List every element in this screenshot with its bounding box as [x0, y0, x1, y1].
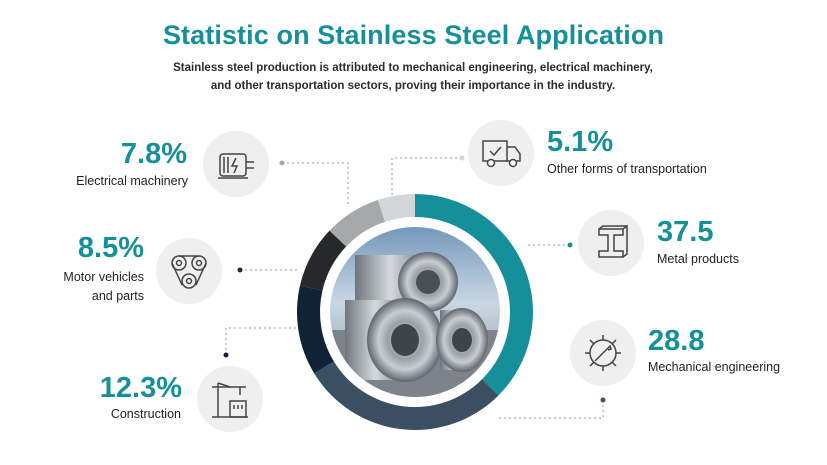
electrical-machinery-label: Electrical machinery [76, 174, 188, 188]
belt-drive-icon [171, 255, 207, 289]
i-beam-icon [598, 224, 628, 258]
construction-value: 12.3% [99, 372, 182, 404]
other-transport-value: 5.1% [547, 126, 614, 158]
metal-products-label: Metal products [657, 252, 739, 266]
gear-wrench-icon [585, 335, 621, 371]
donut-slices [297, 194, 533, 430]
donut-slice-mechanical-engineering [314, 361, 499, 430]
mechanical-engineering-value: 28.8 [648, 325, 705, 357]
electric-motor-icon-circle [203, 131, 269, 197]
donut-slice-electrical-machinery [329, 200, 386, 247]
motor-vehicles-label: Motor vehicles and parts [63, 270, 144, 303]
leader-lines [225, 157, 604, 419]
leader-dots [223, 155, 606, 403]
delivery-truck-icon [482, 140, 521, 168]
donut-slice-metal-products [415, 194, 533, 396]
donut-slice-motor-vehicles-and-parts [300, 230, 347, 291]
donut-slice-other-forms-of-transportation [377, 194, 415, 222]
delivery-truck-icon-circle [468, 120, 534, 186]
page-title: Statistic on Stainless Steel Application [162, 20, 665, 50]
page-subtitle: Stainless steel production is attributed… [173, 62, 653, 92]
donut-slice-construction [297, 285, 334, 374]
electrical-machinery-value: 7.8% [120, 138, 187, 170]
crane-icon [212, 382, 248, 418]
electric-motor-icon [218, 153, 254, 179]
other-transport-label: Other forms of transportation [547, 162, 707, 176]
crane-icon-circle [197, 366, 263, 432]
i-beam-icon-circle [578, 210, 644, 276]
belt-drive-icon-circle [156, 238, 222, 304]
metal-products-value: 37.5 [657, 216, 714, 248]
motor-vehicles-value: 8.5% [77, 232, 144, 264]
construction-label: Construction [110, 407, 181, 421]
gear-wrench-icon-circle [570, 320, 636, 386]
steel-coils-photo [330, 227, 500, 397]
mechanical-engineering-label: Mechanical engineering [648, 360, 781, 374]
